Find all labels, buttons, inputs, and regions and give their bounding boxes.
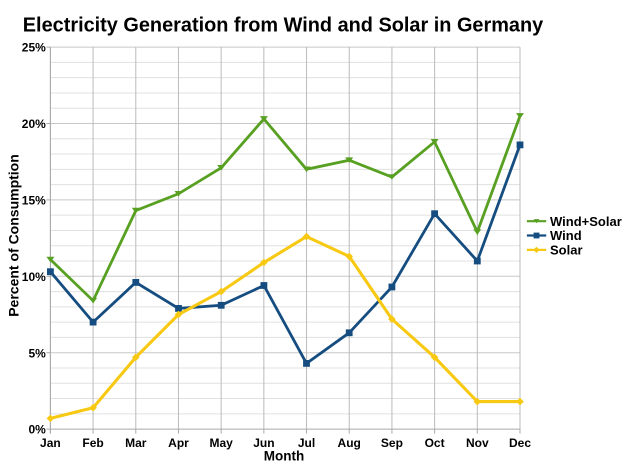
svg-text:Mar: Mar	[125, 436, 147, 450]
svg-text:Percent of Consumption: Percent of Consumption	[6, 154, 22, 317]
svg-text:May: May	[210, 436, 234, 450]
svg-text:5%: 5%	[28, 346, 46, 360]
svg-text:Jul: Jul	[298, 436, 315, 450]
svg-text:15%: 15%	[22, 194, 46, 208]
svg-text:Feb: Feb	[82, 436, 103, 450]
svg-text:Jan: Jan	[40, 436, 61, 450]
svg-text:0%: 0%	[28, 423, 46, 437]
svg-text:20%: 20%	[22, 117, 46, 131]
svg-text:Sep: Sep	[381, 436, 403, 450]
svg-text:Month: Month	[264, 448, 304, 463]
svg-text:Nov: Nov	[466, 436, 489, 450]
svg-text:25%: 25%	[22, 41, 46, 55]
svg-text:Wind+Solar: Wind+Solar	[550, 214, 622, 229]
svg-text:Wind: Wind	[550, 228, 582, 243]
svg-text:Jun: Jun	[253, 436, 274, 450]
svg-text:Aug: Aug	[338, 436, 361, 450]
svg-text:Solar: Solar	[550, 243, 583, 258]
svg-text:10%: 10%	[22, 270, 46, 284]
svg-text:Apr: Apr	[168, 436, 189, 450]
svg-text:Dec: Dec	[509, 436, 531, 450]
svg-text:Oct: Oct	[425, 436, 445, 450]
svg-text:Electricity Generation from Wi: Electricity Generation from Wind and Sol…	[23, 15, 543, 37]
